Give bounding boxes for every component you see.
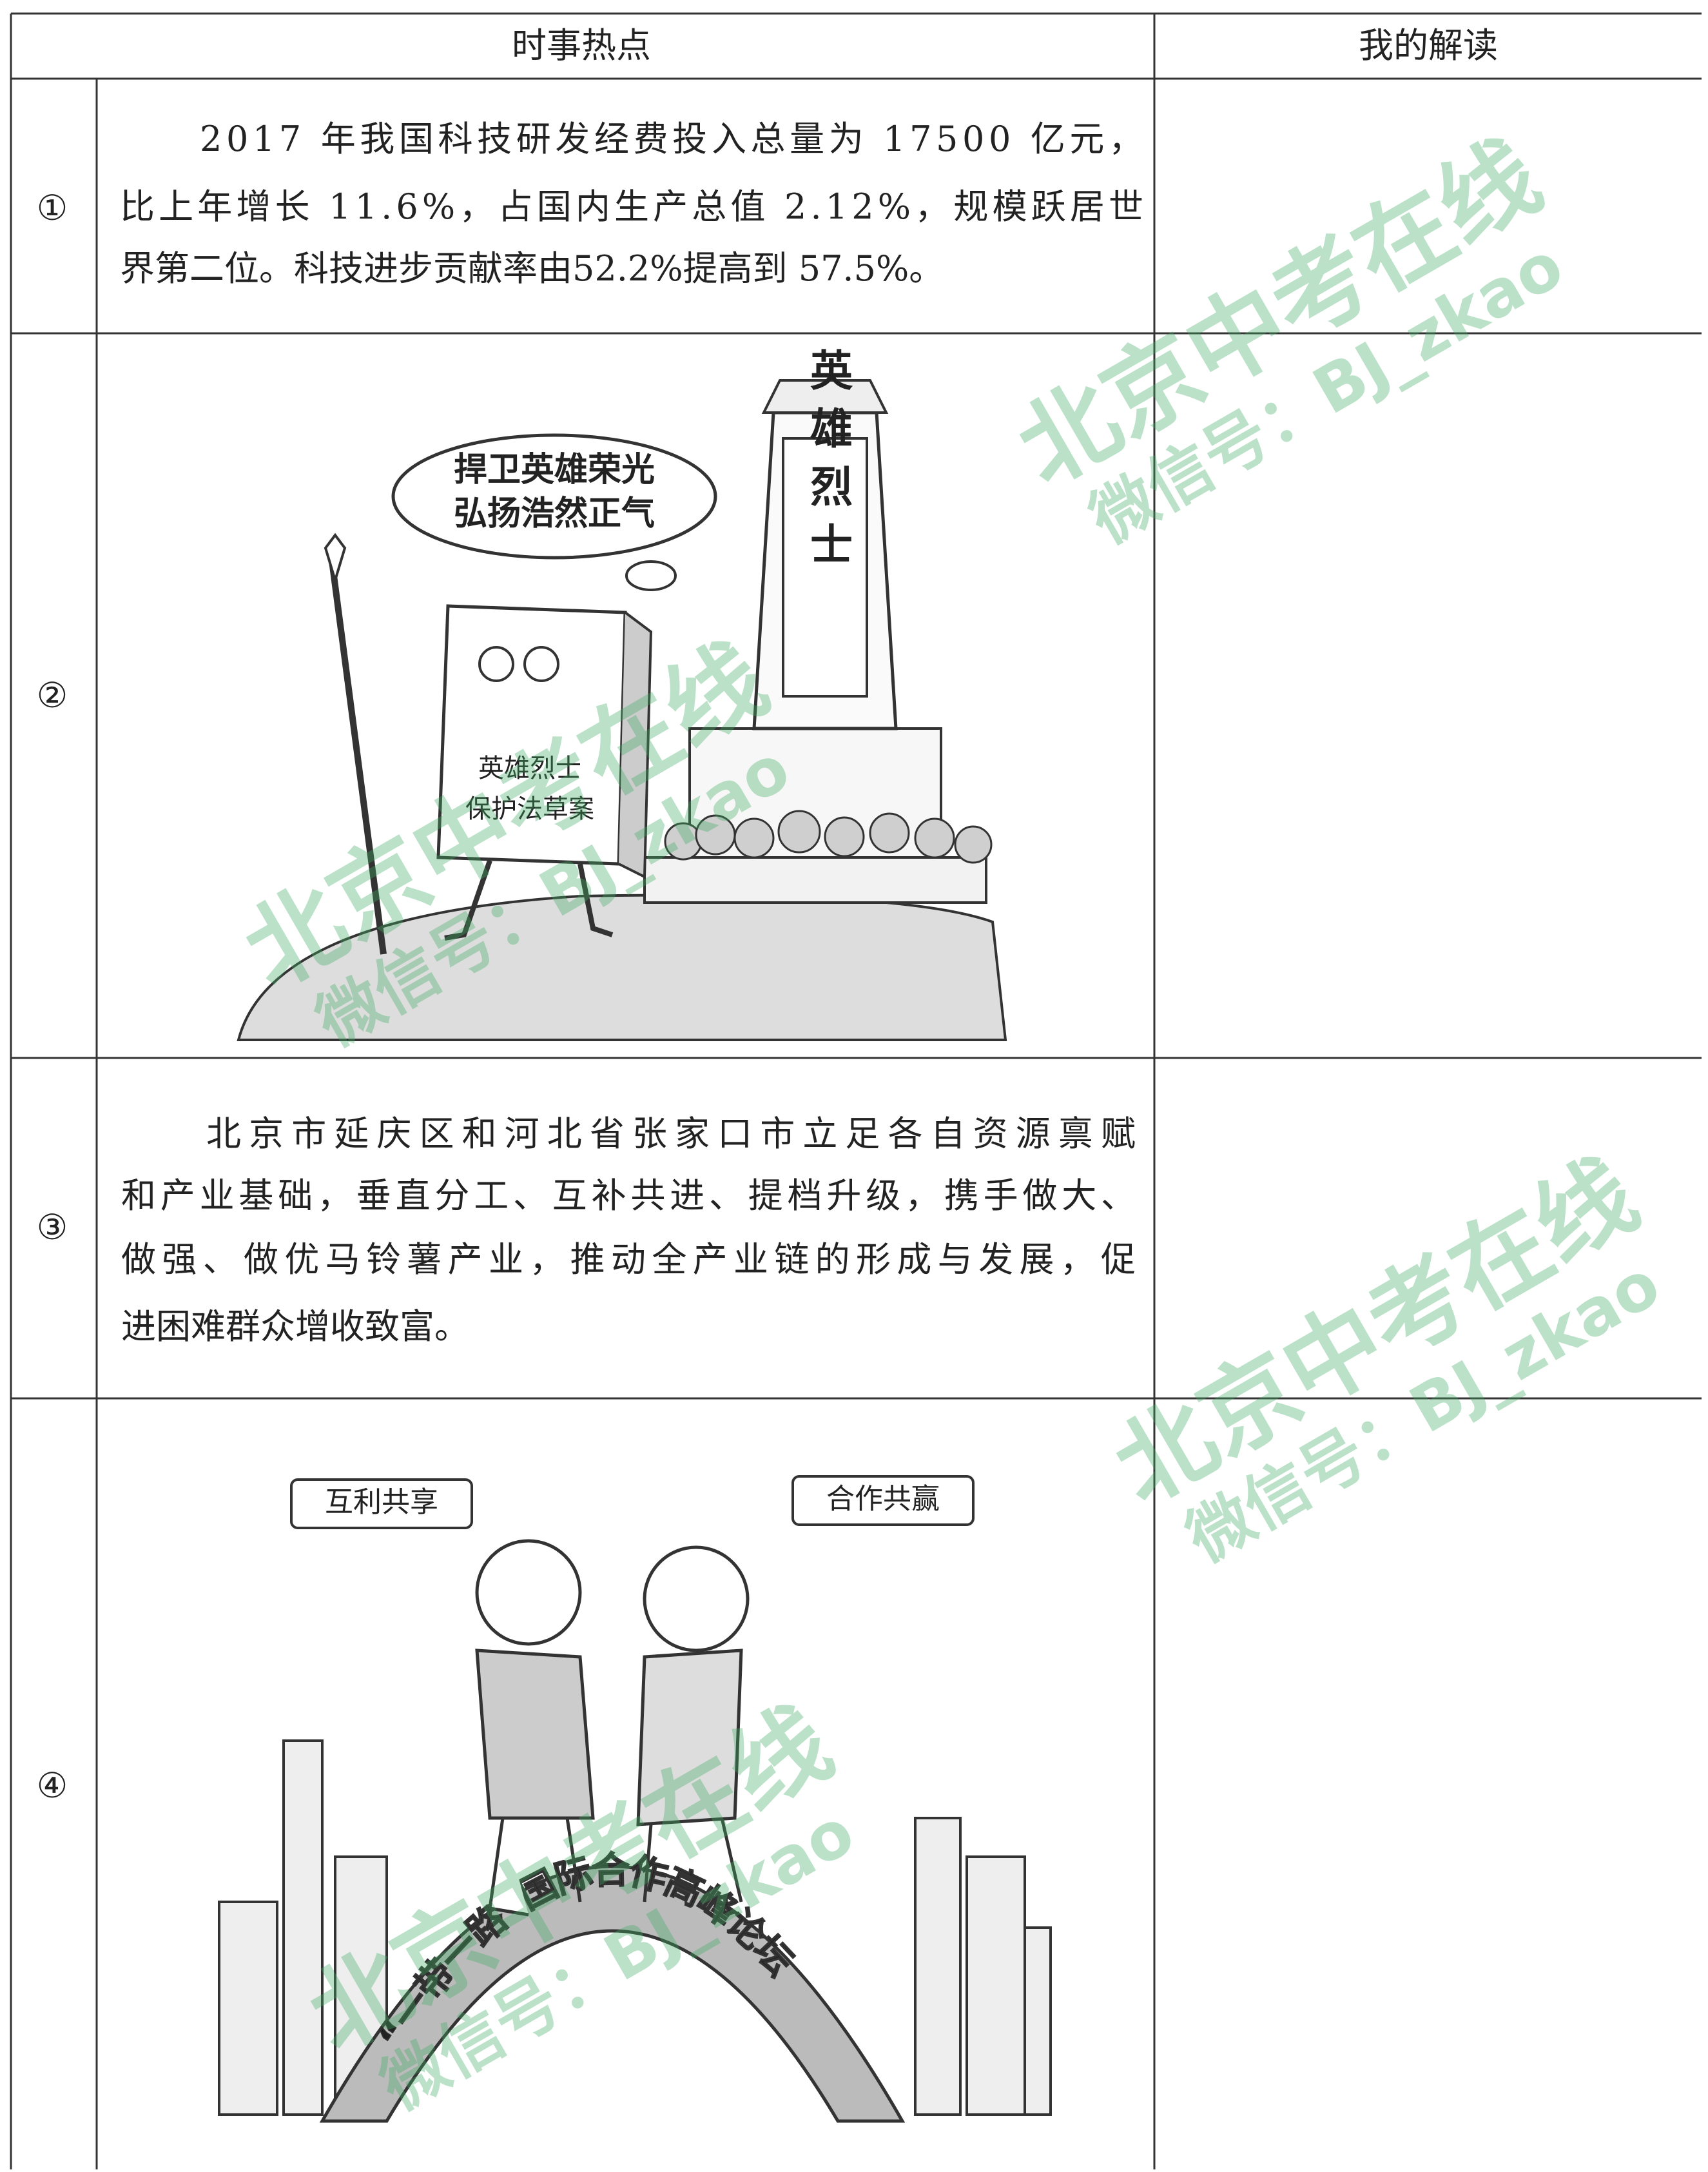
row-marker: ① bbox=[37, 188, 68, 228]
header-cell: 时事热点 bbox=[512, 25, 651, 66]
paragraph-line: 界第二位。科技进步贡献率由52.2%提高到 57.5%。 bbox=[120, 248, 944, 289]
paragraph-line: 进困难群众增收致富。 bbox=[121, 1306, 469, 1347]
book-text: 保护法草案 bbox=[465, 794, 594, 824]
row-marker: ④ bbox=[37, 1765, 68, 1806]
cartoon-heroes: 英雄烈士 捍卫英雄荣光 弘扬浩然正气 英雄烈士 保护法草案 bbox=[237, 348, 1007, 1041]
speech-text: 合作共赢 bbox=[826, 1483, 940, 1516]
monument-text: 英雄烈士 bbox=[803, 348, 853, 580]
paragraph-line: 和产业基础，垂直分工、互补共进、提档升级，携手做大、 bbox=[121, 1175, 1136, 1216]
row-marker: ③ bbox=[37, 1207, 68, 1247]
paragraph-line: 2017 年我国科技研发经费投入总量为 17500 亿元， bbox=[200, 119, 1143, 159]
bubble-text: 捍卫英雄荣光 bbox=[454, 451, 655, 489]
book-text: 英雄烈士 bbox=[478, 754, 581, 783]
header-cell: 我的解读 bbox=[1359, 25, 1498, 66]
paragraph-line: 比上年增长 11.6%，占国内生产总值 2.12%，规模跃居世 bbox=[120, 186, 1143, 227]
bubble-text: 弘扬浩然正气 bbox=[454, 494, 655, 533]
row-marker: ② bbox=[37, 675, 68, 716]
table-border bbox=[10, 12, 1702, 2169]
paragraph-line: 北京市延庆区和河北省张家口市立足各自资源禀赋 bbox=[206, 1113, 1136, 1154]
speech-text: 互利共享 bbox=[325, 1486, 438, 1519]
paragraph-line: 做强、做优马铃薯产业，推动全产业链的形成与发展，促 bbox=[121, 1239, 1136, 1280]
